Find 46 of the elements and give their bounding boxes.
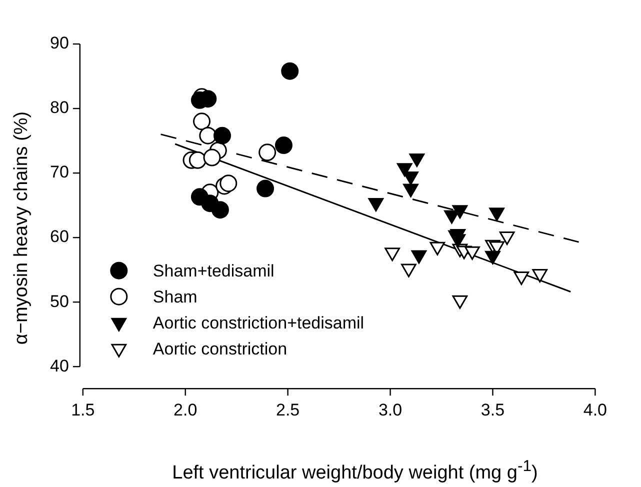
x-tick-label: 3.0 [378,400,402,420]
legend-label: Aortic constriction [152,339,288,358]
y-tick-label: 80 [50,98,69,118]
point [401,264,416,278]
point [464,246,480,260]
point [258,144,276,162]
point [188,151,206,169]
x-tick-label: 2.0 [174,400,198,420]
legend-label: Aortic constriction+tedisamil [152,313,364,332]
point [532,268,548,282]
point [403,184,418,198]
y-tick-label: 40 [50,356,69,376]
point [274,136,292,154]
point [220,174,238,192]
point [452,205,468,219]
y-axis-title: α−myosin heavy chains (%) [11,111,33,345]
point [485,250,500,264]
x-tick-label: 3.5 [480,400,505,420]
point [452,295,468,309]
point [281,62,299,80]
y-tick-label: 70 [50,162,69,182]
legend-label: Sham [152,287,198,306]
point [368,198,384,212]
x-axis-title: Left ventricular weight/body weight (mg g$^{-1}$) [171,458,539,484]
point [499,232,515,246]
point [211,201,229,219]
point [403,172,418,186]
x-tick-label: 4.0 [583,400,608,420]
point [409,153,425,167]
y-tick-label: 90 [50,34,69,53]
point [203,148,221,166]
point [256,180,274,198]
legend-label: Sham+tedisamil [152,261,274,280]
point [214,126,231,144]
point [384,248,400,262]
point [450,234,466,248]
point [411,250,427,264]
point [514,272,530,286]
x-tick-label: 2.5 [276,400,300,420]
y-tick-label: 50 [50,292,69,311]
point [444,210,460,224]
point [489,208,505,222]
point [193,112,211,130]
point [430,242,446,256]
y-tick-label: 60 [50,227,69,246]
x-tick-label: 1.5 [71,400,95,420]
